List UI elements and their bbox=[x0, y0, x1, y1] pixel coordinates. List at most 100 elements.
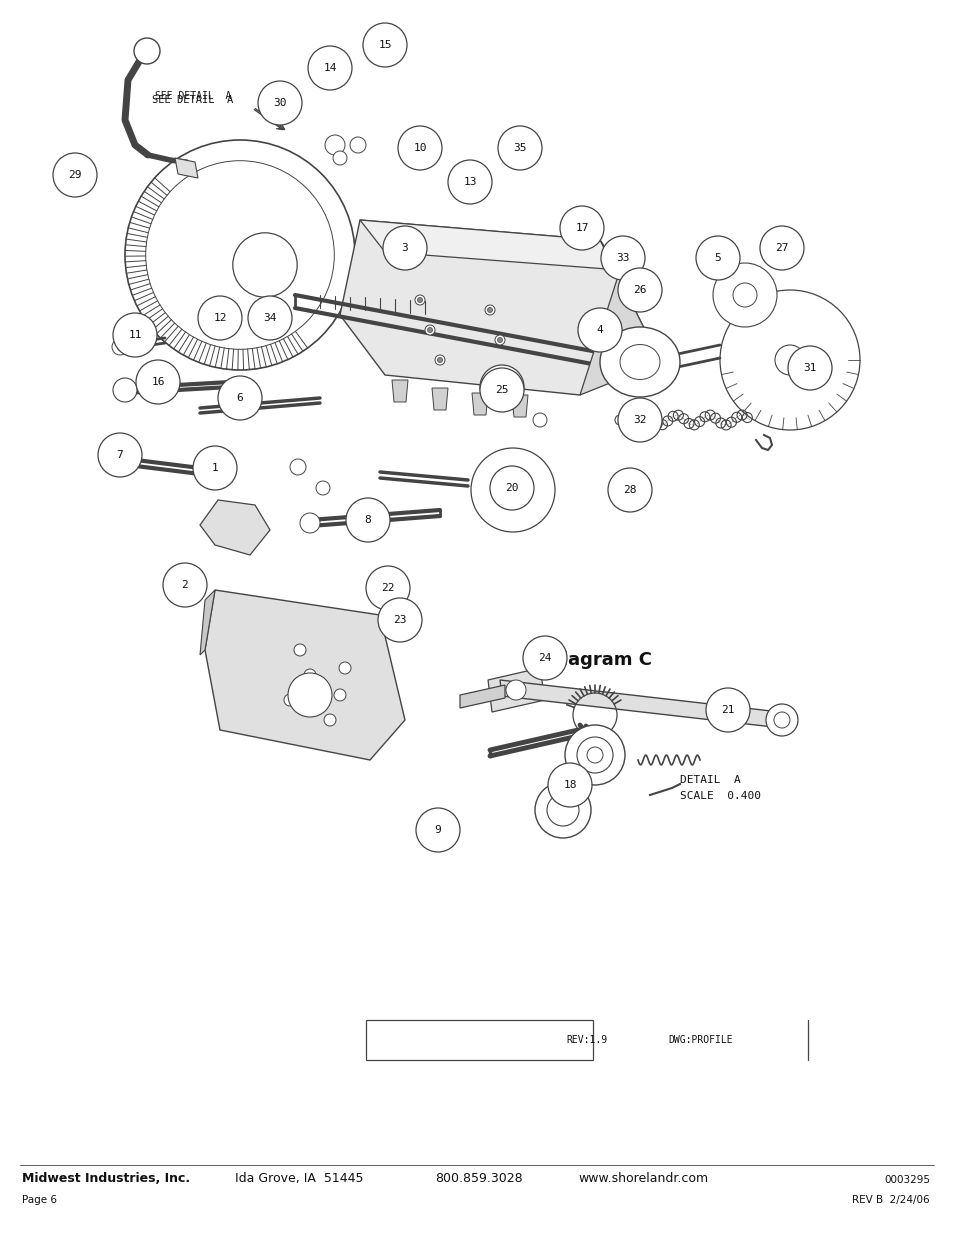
Text: 21: 21 bbox=[720, 705, 734, 715]
Circle shape bbox=[290, 459, 306, 475]
Circle shape bbox=[448, 161, 492, 204]
Text: 33: 33 bbox=[616, 253, 629, 263]
Bar bbox=[366, 1020, 593, 1060]
Text: 1: 1 bbox=[212, 463, 218, 473]
Circle shape bbox=[233, 233, 297, 298]
Circle shape bbox=[324, 714, 335, 726]
Circle shape bbox=[334, 689, 346, 701]
Text: Diagram C: Diagram C bbox=[547, 651, 652, 669]
Text: 8: 8 bbox=[364, 515, 371, 525]
Circle shape bbox=[427, 327, 432, 332]
Circle shape bbox=[535, 782, 590, 839]
Circle shape bbox=[773, 713, 789, 727]
Polygon shape bbox=[488, 668, 544, 713]
Text: 9: 9 bbox=[435, 825, 441, 835]
Polygon shape bbox=[174, 158, 198, 178]
Circle shape bbox=[366, 566, 410, 610]
Circle shape bbox=[112, 378, 137, 403]
Polygon shape bbox=[205, 590, 405, 760]
Circle shape bbox=[522, 636, 566, 680]
Circle shape bbox=[479, 366, 523, 409]
Text: www.shorelandr.com: www.shorelandr.com bbox=[578, 1172, 707, 1186]
Circle shape bbox=[294, 643, 306, 656]
Text: 14: 14 bbox=[323, 63, 336, 73]
Ellipse shape bbox=[599, 327, 679, 396]
Circle shape bbox=[586, 747, 602, 763]
Circle shape bbox=[304, 669, 315, 680]
Text: 20: 20 bbox=[505, 483, 518, 493]
Text: 800.859.3028: 800.859.3028 bbox=[435, 1172, 522, 1186]
Circle shape bbox=[424, 325, 435, 335]
Circle shape bbox=[218, 375, 262, 420]
Text: REV B  2/24/06: REV B 2/24/06 bbox=[851, 1195, 929, 1205]
Circle shape bbox=[618, 398, 661, 442]
Polygon shape bbox=[459, 685, 504, 708]
Polygon shape bbox=[107, 456, 118, 464]
Text: 0003295: 0003295 bbox=[883, 1174, 929, 1186]
Circle shape bbox=[163, 563, 207, 606]
Circle shape bbox=[417, 298, 422, 303]
Text: 29: 29 bbox=[69, 170, 82, 180]
Circle shape bbox=[325, 135, 345, 156]
Circle shape bbox=[712, 263, 776, 327]
Polygon shape bbox=[512, 395, 527, 417]
Text: 16: 16 bbox=[152, 377, 165, 387]
Text: Ida Grove, IA  51445: Ida Grove, IA 51445 bbox=[234, 1172, 363, 1186]
Circle shape bbox=[416, 808, 459, 852]
Text: Page 6: Page 6 bbox=[22, 1195, 57, 1205]
Text: 26: 26 bbox=[633, 285, 646, 295]
Circle shape bbox=[765, 704, 797, 736]
Circle shape bbox=[299, 513, 319, 534]
Circle shape bbox=[720, 290, 859, 430]
Circle shape bbox=[346, 498, 390, 542]
Text: 17: 17 bbox=[575, 224, 588, 233]
Circle shape bbox=[490, 466, 534, 510]
Circle shape bbox=[98, 433, 142, 477]
Polygon shape bbox=[432, 388, 448, 410]
Text: 35: 35 bbox=[513, 143, 526, 153]
Circle shape bbox=[559, 206, 603, 249]
Circle shape bbox=[484, 305, 495, 315]
Circle shape bbox=[577, 737, 613, 773]
Text: 11: 11 bbox=[128, 330, 142, 340]
Circle shape bbox=[333, 151, 347, 165]
Polygon shape bbox=[339, 220, 649, 395]
Text: 7: 7 bbox=[116, 450, 123, 459]
Circle shape bbox=[397, 126, 441, 170]
Circle shape bbox=[618, 268, 661, 312]
Text: 24: 24 bbox=[537, 653, 551, 663]
Text: 34: 34 bbox=[263, 312, 276, 324]
Polygon shape bbox=[499, 680, 781, 727]
Polygon shape bbox=[579, 240, 649, 395]
Text: 32: 32 bbox=[633, 415, 646, 425]
Polygon shape bbox=[392, 380, 408, 403]
Circle shape bbox=[487, 308, 492, 312]
Circle shape bbox=[696, 236, 740, 280]
Circle shape bbox=[257, 82, 302, 125]
Text: Midwest Industries, Inc.: Midwest Industries, Inc. bbox=[22, 1172, 190, 1186]
Circle shape bbox=[578, 308, 621, 352]
Circle shape bbox=[564, 725, 624, 785]
Circle shape bbox=[732, 283, 757, 308]
Circle shape bbox=[492, 377, 512, 396]
Text: 13: 13 bbox=[463, 177, 476, 186]
Circle shape bbox=[248, 296, 292, 340]
Circle shape bbox=[497, 126, 541, 170]
Circle shape bbox=[435, 354, 444, 366]
Circle shape bbox=[133, 38, 160, 64]
Ellipse shape bbox=[619, 345, 659, 379]
Circle shape bbox=[533, 412, 546, 427]
Circle shape bbox=[600, 236, 644, 280]
Circle shape bbox=[112, 312, 157, 357]
Text: 28: 28 bbox=[622, 485, 636, 495]
Circle shape bbox=[471, 448, 555, 532]
Circle shape bbox=[198, 296, 242, 340]
Circle shape bbox=[314, 694, 326, 706]
Circle shape bbox=[112, 338, 128, 354]
Circle shape bbox=[502, 480, 522, 500]
Text: 30: 30 bbox=[273, 98, 287, 107]
Circle shape bbox=[497, 337, 502, 342]
Text: 10: 10 bbox=[413, 143, 426, 153]
Circle shape bbox=[437, 357, 442, 363]
Text: 4: 4 bbox=[596, 325, 602, 335]
